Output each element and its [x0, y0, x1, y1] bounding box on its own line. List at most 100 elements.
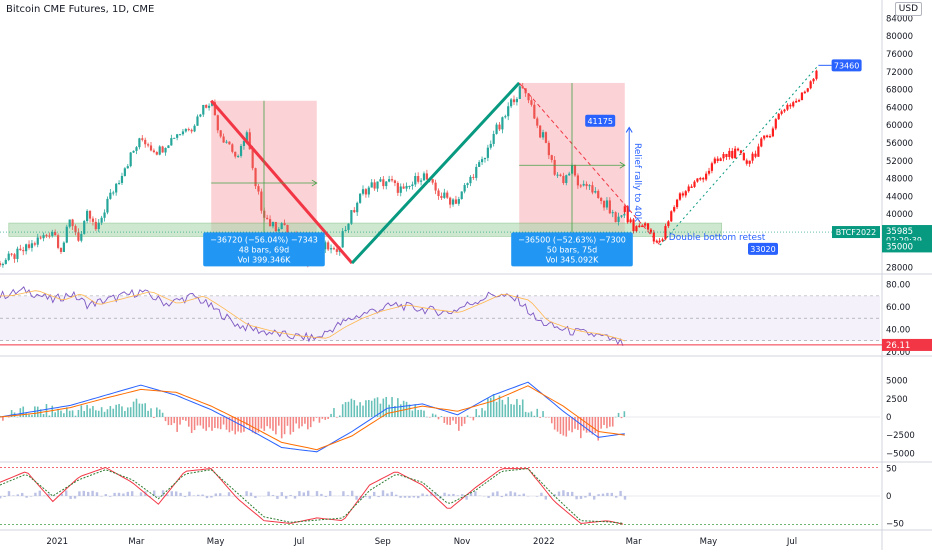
- candle-body: [34, 243, 36, 244]
- macd-histogram-bar: [63, 413, 65, 417]
- projection-candle: [772, 128, 774, 136]
- candle-body: [185, 129, 187, 131]
- stoch-histogram-bar: [30, 496, 32, 497]
- macd-histogram-bar: [234, 417, 236, 434]
- macd-histogram-bar: [388, 405, 390, 417]
- time-axis-tick-3: Jul: [293, 537, 304, 547]
- measure-label-line-1-2: Vol 345.092K: [546, 255, 600, 264]
- candle-body: [176, 134, 178, 138]
- macd-histogram-bar: [275, 417, 277, 434]
- macd-histogram-bar: [298, 417, 300, 428]
- price-label-1: 73460: [834, 61, 859, 70]
- candle-body: [478, 162, 480, 167]
- macd-histogram-bar: [536, 409, 538, 417]
- macd-histogram-bar: [220, 417, 222, 429]
- macd-histogram-bar: [86, 405, 88, 417]
- candle-body: [11, 254, 13, 255]
- stoch-histogram-bar: [545, 496, 547, 500]
- candle-body: [603, 201, 605, 208]
- candle-body: [333, 248, 335, 249]
- stoch-histogram-bar: [25, 496, 27, 498]
- projection-candle: [670, 211, 672, 221]
- candle-body: [481, 159, 483, 162]
- macd-histogram-bar: [165, 417, 167, 421]
- candle-body: [588, 185, 590, 186]
- macd-histogram-bar: [316, 417, 318, 418]
- macd-histogram-bar: [156, 407, 158, 417]
- projection-candle: [664, 226, 666, 239]
- stoch-histogram-bar: [567, 492, 569, 496]
- projection-candle: [769, 136, 771, 138]
- stoch-axis-tick-1: 0: [886, 492, 891, 502]
- candle-body: [542, 132, 544, 137]
- stoch-histogram-bar: [496, 491, 498, 496]
- macd-axis-tick-1: 2500: [886, 395, 908, 405]
- stoch-histogram-bar: [377, 496, 379, 497]
- macd-histogram-bar: [60, 411, 62, 417]
- stoch-histogram-bar: [355, 496, 357, 500]
- macd-histogram-bar: [171, 417, 173, 425]
- candle-body: [205, 105, 207, 108]
- stoch-histogram-bar: [250, 493, 252, 496]
- macd-histogram-bar: [147, 411, 149, 417]
- candle-body: [513, 99, 515, 102]
- candle-body: [501, 117, 503, 129]
- projection-candle: [688, 186, 690, 191]
- candle-body: [446, 193, 448, 198]
- candle-body: [498, 125, 500, 130]
- candle-body: [266, 218, 268, 219]
- stoch-histogram-bar: [74, 496, 76, 499]
- candle-body: [562, 176, 564, 183]
- stoch-histogram-bar: [34, 493, 36, 496]
- stoch-histogram-bar: [325, 496, 327, 497]
- candle-body: [156, 152, 158, 155]
- macd-histogram-bar: [380, 404, 382, 417]
- macd-histogram-bar: [127, 407, 129, 417]
- stoch-histogram-bar: [457, 495, 459, 496]
- stoch-histogram-bar: [118, 493, 120, 496]
- macd-histogram-bar: [78, 410, 80, 417]
- stoch-histogram-bar: [87, 492, 89, 496]
- macd-histogram-bar: [197, 417, 199, 426]
- candle-body: [568, 174, 570, 176]
- candle-body: [2, 264, 4, 265]
- candle-body: [66, 227, 68, 243]
- macd-histogram-bar: [95, 410, 97, 417]
- macd-histogram-bar: [98, 411, 100, 417]
- candle-body: [16, 249, 18, 259]
- macd-histogram-bar: [69, 411, 71, 417]
- candle-body: [426, 173, 428, 179]
- stoch-histogram-bar: [536, 496, 538, 497]
- projection-candle: [667, 221, 669, 226]
- macd-histogram-bar: [571, 417, 573, 432]
- macd-histogram-bar: [612, 417, 614, 427]
- currency-button[interactable]: USD: [895, 2, 922, 16]
- stoch-histogram-bar: [285, 496, 287, 499]
- macd-axis-tick-4: −5000: [886, 449, 915, 459]
- candle-body: [382, 179, 384, 186]
- macd-axis-tick-3: −2500: [886, 431, 915, 441]
- measure-label-line-0-1: 48 bars, 69d: [239, 245, 290, 254]
- candle-body: [106, 199, 108, 213]
- stoch-histogram-bar: [8, 491, 10, 496]
- candle-body: [275, 222, 277, 231]
- macd-histogram-bar: [519, 405, 521, 417]
- candle-body: [141, 138, 143, 140]
- candle-body: [374, 182, 376, 188]
- macd-histogram-bar: [104, 412, 106, 417]
- projection-candle: [798, 100, 800, 102]
- projection-candle: [778, 114, 780, 119]
- projection-candle: [754, 154, 756, 157]
- stoch-histogram-bar: [421, 494, 423, 496]
- macd-histogram-bar: [516, 399, 518, 417]
- candle-body: [115, 184, 117, 193]
- measure-label-line-1-1: 50 bars, 75d: [547, 245, 598, 254]
- time-axis-tick-0: 2021: [46, 537, 68, 547]
- projection-candle: [661, 239, 663, 241]
- candle-body: [591, 185, 593, 192]
- macd-histogram-bar: [182, 417, 184, 420]
- candle-body: [40, 237, 42, 238]
- candle-body: [443, 193, 445, 198]
